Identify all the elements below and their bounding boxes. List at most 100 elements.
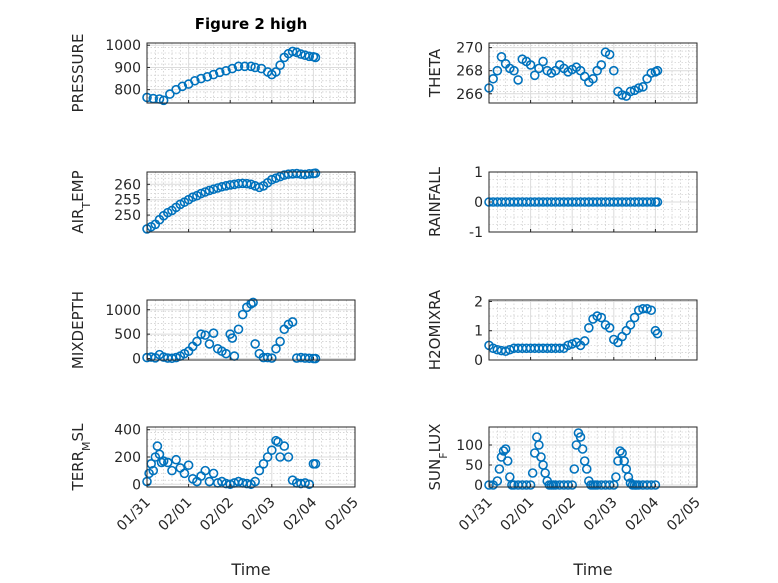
pressure-point [221, 65, 231, 76]
mixdepth-point [275, 336, 285, 347]
mixdepth-point [221, 348, 231, 359]
pressure-y-tick-label: 1000 [105, 38, 141, 54]
air-temp-point [242, 178, 252, 189]
terr-msl-point [148, 465, 159, 476]
terr-msl-point [158, 456, 169, 466]
sun-flux-x-tick-label: 02/02 [539, 495, 579, 535]
pressure-point [250, 62, 260, 73]
theta-markers [484, 47, 663, 101]
terr-msl-point [163, 457, 173, 468]
h2omixra-y-tick-label: 1 [474, 324, 483, 340]
terr-msl-point [254, 465, 265, 476]
terr-msl-point [266, 445, 277, 455]
h2omixra-point [584, 323, 594, 333]
terr-msl-point [183, 460, 194, 470]
sun-flux-x-axis-label: Time [572, 560, 612, 579]
terr-msl-point [271, 435, 281, 446]
sun-flux-point [534, 440, 544, 450]
air-temp-point [304, 169, 315, 179]
sun-flux-point [502, 456, 513, 466]
pressure-point [239, 61, 250, 72]
mixdepth-y-axis-label: MIXDEPTH [69, 291, 87, 369]
sun-flux-x-tick-label: 02/01 [498, 495, 538, 535]
terr-msl-point [262, 452, 273, 462]
sun-flux-y-axis-label: SUNFLUX [426, 424, 450, 491]
pressure-markers [142, 46, 321, 106]
terr-msl-point [208, 468, 219, 479]
sun-flux-point [577, 444, 588, 454]
h2omixra-point [554, 343, 565, 354]
terr-msl-y-tick-label: 400 [114, 423, 141, 439]
mixdepth-point [266, 353, 277, 363]
terr-msl-point [283, 452, 294, 462]
pressure-point [177, 81, 188, 92]
figure-title: Figure 2 high [195, 15, 308, 33]
pressure-point [215, 67, 225, 78]
theta-point [538, 56, 548, 67]
sun-flux-point [494, 464, 505, 474]
mixdepth-point [237, 309, 248, 320]
theta-point [633, 83, 644, 93]
air-temp-point [275, 171, 285, 182]
air-temp-y-tick-label: 250 [114, 208, 141, 224]
rainfall-point [652, 197, 663, 207]
pressure-panel: 800 900 1000 PRESSURE [69, 34, 356, 112]
air-temp-point [310, 168, 321, 179]
air-temp-axes-box [146, 171, 356, 233]
h2omixra-point [500, 346, 511, 357]
terr-msl-point [179, 468, 190, 479]
terr-msl-y-tick-label: 0 [132, 477, 141, 493]
terr-msl-x-tick-label: 01/31 [114, 495, 154, 535]
theta-point [509, 65, 519, 76]
sun-flux-point [569, 464, 580, 474]
theta-point [652, 65, 663, 76]
air-temp-point [187, 192, 198, 203]
air-temp-point [254, 182, 265, 193]
air-temp-y-tick-label: 255 [114, 193, 141, 209]
pressure-point [275, 60, 285, 71]
pressure-axes-box [146, 42, 356, 104]
h2omixra-y-tick-label: 2 [474, 294, 483, 310]
h2omixra-point [604, 323, 615, 333]
terr-msl-point [171, 454, 181, 465]
terr-msl-point [279, 441, 290, 451]
h2omixra-point [579, 336, 590, 346]
h2omixra-point [592, 311, 602, 321]
theta-axes-box [488, 42, 698, 104]
pressure-point [271, 67, 281, 77]
mixdepth-point [233, 324, 244, 335]
pressure-point [196, 73, 206, 84]
pressure-point [165, 89, 175, 99]
theta-point [492, 65, 503, 76]
rainfall-y-tick-label: -1 [469, 225, 483, 241]
pressure-point [287, 46, 298, 57]
pressure-plot-area [147, 43, 355, 103]
h2omixra-point [652, 328, 663, 339]
theta-point [638, 82, 648, 92]
mixdepth-point [287, 317, 298, 327]
air-temp-point [204, 185, 215, 196]
theta-point [496, 52, 507, 62]
sun-flux-y-tick-label: 100 [456, 438, 483, 454]
sun-flux-point [650, 480, 661, 490]
air-temp-point [266, 174, 277, 185]
theta-point [588, 73, 598, 84]
theta-point [604, 49, 615, 60]
theta-y-axis-label: THETA [426, 48, 444, 98]
mixdepth-point [196, 329, 206, 339]
h2omixra-point [629, 312, 640, 323]
pressure-y-tick-label: 800 [114, 83, 141, 99]
air-temp-y-tick-label: 260 [114, 177, 141, 193]
terr-msl-x-tick-label: 02/03 [239, 495, 279, 535]
terr-msl-x-tick-label: 02/05 [322, 495, 362, 535]
theta-panel: 266 268 270 THETA [426, 41, 698, 104]
terr-msl-x-tick-label: 02/01 [156, 495, 196, 535]
terr-msl-point [250, 476, 260, 487]
terr-msl-y-axis-label: TERRMSL [69, 423, 93, 492]
h2omixra-markers [484, 303, 663, 357]
sun-flux-point [498, 446, 509, 456]
rainfall-y-tick-label: 0 [474, 195, 483, 211]
sun-flux-point [500, 444, 511, 454]
sun-flux-x-tick-label: 02/03 [581, 495, 621, 535]
